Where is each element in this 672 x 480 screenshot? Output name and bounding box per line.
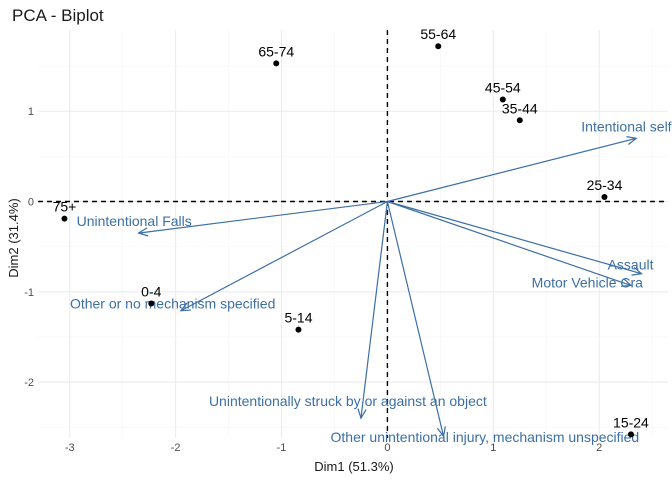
x-tick-label: -2: [171, 442, 181, 454]
y-axis-title: Dim2 (31.4%): [6, 198, 21, 277]
variable-label: Unintentional Falls: [77, 213, 192, 229]
arrow-head: [436, 426, 446, 438]
variable-label: Motor Vehicle Cra: [532, 274, 643, 290]
y-tick-label: 1: [28, 106, 34, 118]
point-label: 15-24: [613, 414, 649, 430]
variable-label: Other or no mechanism specified: [70, 296, 275, 312]
x-axis-title: Dim1 (51.3%): [314, 459, 393, 474]
arrow-shaft: [386, 201, 445, 437]
point-label: 65-74: [258, 43, 294, 59]
arrow-shaft: [360, 201, 389, 419]
point-label: 75+: [53, 199, 77, 215]
point-label: 0-4: [141, 284, 161, 300]
arrow-head: [137, 227, 149, 237]
chart-title: PCA - Biplot: [12, 6, 104, 25]
data-point: [295, 326, 302, 333]
y-tick-label: -2: [24, 377, 34, 389]
y-tick-label: -1: [24, 287, 34, 299]
variable-label: Unintentionally struck by or against an …: [209, 393, 487, 409]
data-point: [435, 43, 442, 50]
arrow-head: [179, 302, 191, 312]
data-point: [499, 96, 506, 103]
x-tick-label: 1: [490, 442, 496, 454]
reference-lines: [38, 30, 668, 438]
arrow-head: [620, 278, 633, 287]
arrow-head: [631, 266, 643, 276]
x-tick-label: 0: [384, 442, 390, 454]
point-label: 55-64: [420, 26, 456, 42]
data-point: [627, 431, 634, 438]
data-point: [273, 60, 280, 67]
data-point: [61, 215, 68, 222]
grid: [38, 30, 668, 438]
point-label: 5-14: [284, 310, 312, 326]
variable-label: Assault: [608, 257, 654, 273]
point-label: 45-54: [485, 80, 521, 96]
arrow-head: [626, 136, 638, 145]
point-label: 25-34: [587, 177, 623, 193]
variable-arrows: Intentional self- Unintentional Falls Assa…: [70, 118, 672, 445]
variable-label: Other unintentional injury, mechanism un…: [331, 429, 640, 445]
axis-ticks: -3 -2 -1 0 1 2 -2 -1 0 1: [24, 106, 602, 454]
x-tick-label: -1: [277, 442, 287, 454]
arrow-shaft: [387, 137, 637, 203]
x-tick-label: -3: [65, 442, 75, 454]
arrow-head: [357, 408, 367, 420]
arrow-shaft: [138, 200, 388, 234]
data-point: [601, 193, 608, 200]
arrow-shaft: [180, 200, 388, 312]
individual-points: 55-64 65-74 45-54 35-44 25-34 75+ 0-4 5-14 15-24: [53, 26, 649, 438]
data-point: [516, 117, 523, 124]
arrow-shaft: [387, 200, 642, 275]
variable-label: Intentional self-: [581, 118, 672, 134]
y-tick-label: 0: [28, 197, 34, 209]
data-point: [148, 300, 155, 307]
point-label: 35-44: [502, 100, 538, 116]
x-tick-label: 2: [596, 442, 602, 454]
arrow-shaft: [387, 200, 632, 287]
